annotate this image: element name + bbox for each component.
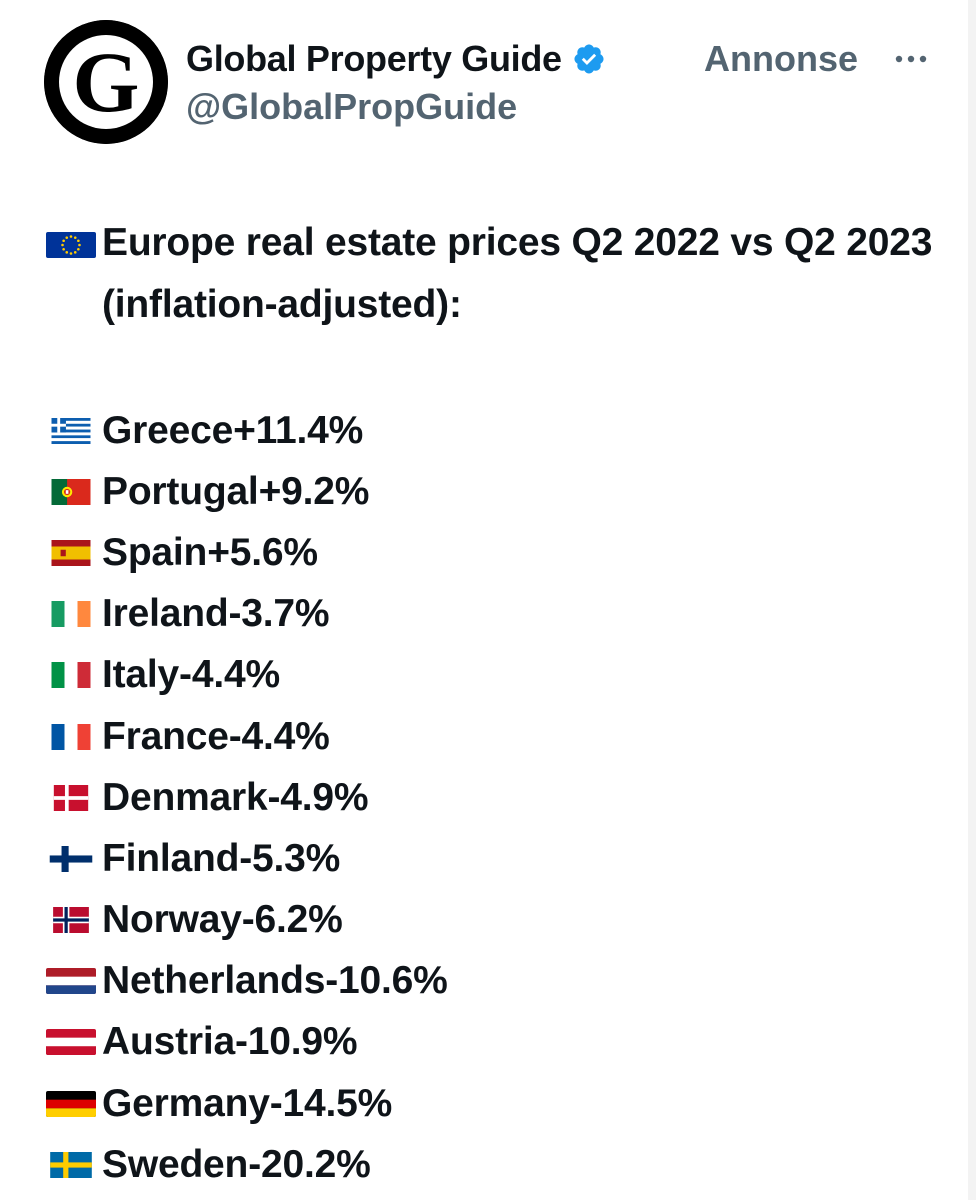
tweet-header: G Global Property Guide Annonse @GlobalP… (0, 0, 976, 170)
price-change: -20.2% (248, 1142, 371, 1186)
nl-flag-icon (46, 968, 96, 995)
price-change: -4.4% (228, 714, 330, 758)
price-change: -3.7% (228, 592, 330, 636)
price-change: +5.6% (207, 530, 318, 574)
price-change: -5.3% (239, 836, 341, 880)
price-change: +9.2% (258, 469, 370, 513)
country-name: Austria (102, 1020, 235, 1064)
country-row-germany: Germany -14.5% (46, 1073, 946, 1134)
price-change: -4.9% (267, 775, 369, 819)
country-row-finland: Finland -5.3% (46, 828, 946, 889)
fi-flag-icon (46, 845, 96, 872)
country-name: Denmark (102, 775, 268, 819)
at-flag-icon (46, 1029, 96, 1056)
account-handle[interactable]: @GlobalPropGuide (186, 86, 518, 127)
country-row-italy: Italy -4.4% (46, 645, 946, 706)
price-change: -6.2% (241, 898, 343, 942)
country-row-france: France -4.4% (46, 706, 946, 767)
eu-flag-icon (46, 232, 96, 258)
country-name: Sweden (102, 1142, 249, 1186)
country-name: Finland (102, 836, 240, 880)
avatar-letter: G (73, 34, 140, 130)
country-name: Greece (102, 408, 234, 452)
avatar-logo-icon: G (44, 20, 168, 144)
country-name: Italy (102, 653, 180, 697)
es-flag-icon (46, 539, 96, 566)
more-dots-icon[interactable] (886, 34, 936, 84)
country-row-portugal: Portugal +9.2% (46, 461, 946, 522)
price-change: -10.6% (325, 959, 448, 1003)
price-change: +11.4% (233, 408, 364, 452)
country-list: Greece +11.4% Portugal +9.2% Spain +5.6% Ir… (46, 400, 946, 1195)
ad-label: Annonse (704, 38, 859, 79)
country-name: France (102, 714, 229, 758)
country-name: Germany (102, 1081, 270, 1125)
country-row-spain: Spain +5.6% (46, 522, 946, 583)
fr-flag-icon (46, 723, 96, 750)
account-avatar[interactable]: G (44, 20, 168, 144)
tweet-body: Europe real estate prices Q2 2022 vs Q2 … (46, 212, 946, 1195)
tweet-headline: Europe real estate prices Q2 2022 vs Q2 … (46, 212, 946, 336)
country-name: Portugal (102, 469, 259, 513)
country-name: Norway (102, 898, 242, 942)
country-name: Spain (102, 530, 208, 574)
it-flag-icon (46, 662, 96, 689)
country-row-denmark: Denmark -4.9% (46, 767, 946, 828)
country-name: Ireland (102, 592, 229, 636)
verified-badge-icon[interactable] (572, 42, 606, 76)
gr-flag-icon (46, 417, 96, 444)
country-row-sweden: Sweden -20.2% (46, 1134, 946, 1195)
account-name[interactable]: Global Property Guide (186, 38, 562, 79)
price-change: -4.4% (179, 653, 280, 697)
no-flag-icon (46, 907, 96, 934)
scrollbar-track[interactable] (968, 0, 976, 1200)
headline-text: Europe real estate prices Q2 2022 vs Q2 … (102, 221, 933, 326)
country-row-greece: Greece +11.4% (46, 400, 946, 461)
de-flag-icon (46, 1090, 96, 1117)
price-change: -14.5% (269, 1081, 393, 1125)
country-row-ireland: Ireland -3.7% (46, 584, 946, 645)
pt-flag-icon (46, 478, 96, 505)
price-change: -10.9% (234, 1020, 358, 1064)
country-row-austria: Austria -10.9% (46, 1012, 946, 1073)
name-row: Global Property Guide (186, 34, 606, 84)
country-row-norway: Norway -6.2% (46, 890, 946, 951)
country-row-netherlands: Netherlands -10.6% (46, 951, 946, 1012)
se-flag-icon (46, 1151, 96, 1178)
dk-flag-icon (46, 784, 96, 811)
country-name: Netherlands (102, 959, 326, 1003)
ie-flag-icon (46, 601, 96, 628)
